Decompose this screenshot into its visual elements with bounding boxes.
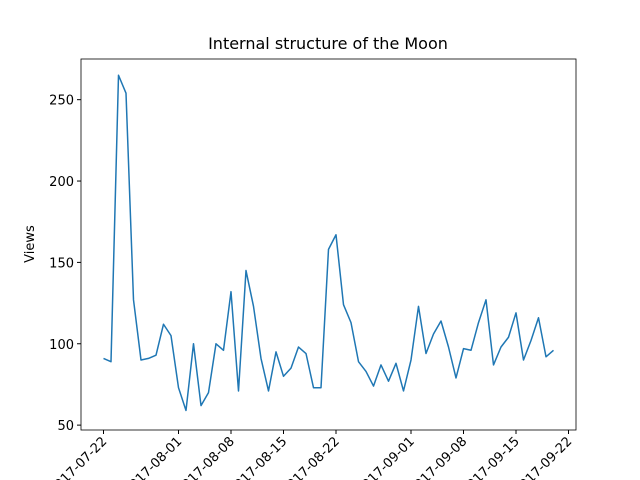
y-tick-label: 200 (49, 175, 74, 190)
chart-title: Internal structure of the Moon (208, 34, 448, 53)
data-line (103, 74, 554, 412)
y-axis-label: Views (23, 225, 38, 263)
y-tick-label: 150 (49, 256, 74, 271)
y-tick-label: 100 (49, 338, 74, 353)
y-tick-label: 50 (57, 419, 74, 434)
plot-frame (80, 58, 577, 431)
y-tick-label: 250 (49, 94, 74, 109)
